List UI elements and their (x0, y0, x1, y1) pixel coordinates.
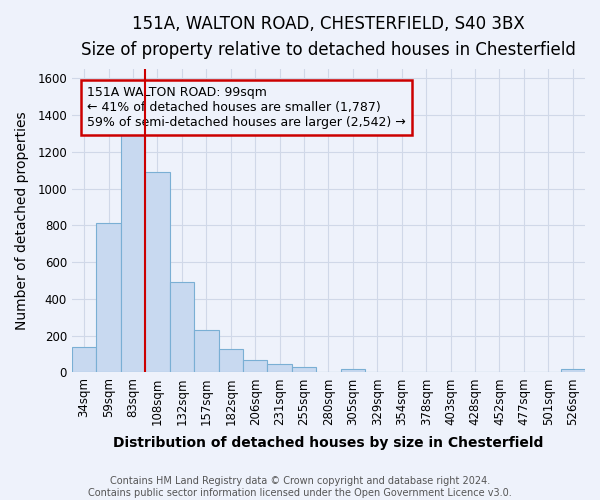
Y-axis label: Number of detached properties: Number of detached properties (15, 112, 29, 330)
Bar (268, 364, 292, 372)
Bar (121, 136, 145, 372)
Text: 151A WALTON ROAD: 99sqm
← 41% of detached houses are smaller (1,787)
59% of semi: 151A WALTON ROAD: 99sqm ← 41% of detache… (88, 86, 406, 129)
Bar (560, 370, 585, 372)
Bar (97, 222, 121, 372)
X-axis label: Distribution of detached houses by size in Chesterfield: Distribution of detached houses by size … (113, 436, 544, 450)
Bar (145, 172, 170, 372)
Bar (218, 348, 243, 372)
Bar (292, 367, 316, 372)
Title: 151A, WALTON ROAD, CHESTERFIELD, S40 3BX
Size of property relative to detached h: 151A, WALTON ROAD, CHESTERFIELD, S40 3BX… (81, 15, 576, 60)
Bar (243, 360, 268, 372)
Bar (341, 370, 365, 372)
Text: Contains HM Land Registry data © Crown copyright and database right 2024.
Contai: Contains HM Land Registry data © Crown c… (88, 476, 512, 498)
Bar (170, 282, 194, 372)
Bar (194, 330, 218, 372)
Bar (72, 346, 97, 372)
